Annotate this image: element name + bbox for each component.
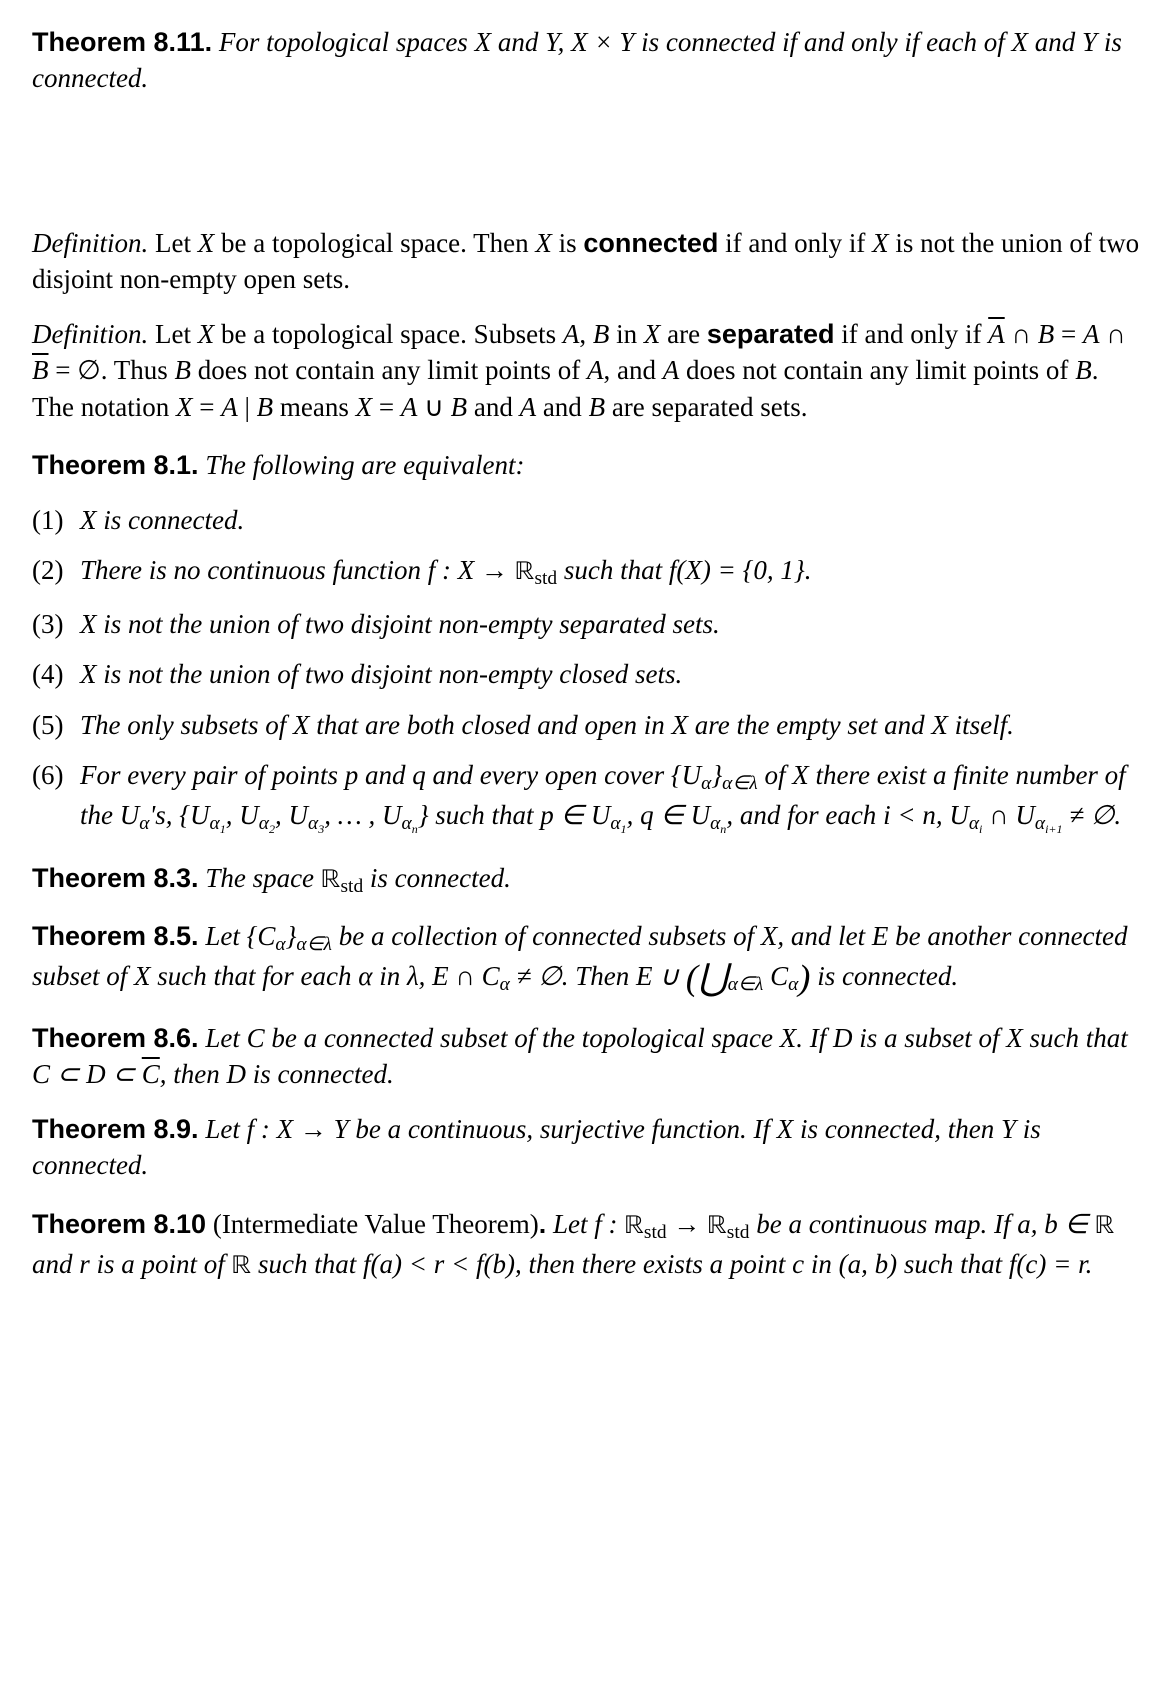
theorem-label: Theorem 8.6. (32, 1023, 199, 1053)
definition-body: Let X be a topological space. Then X is … (32, 228, 1139, 294)
theorem-label: Theorem 8.9. (32, 1114, 199, 1144)
list-item: (5)The only subsets of X that are both c… (32, 707, 1144, 743)
list-item-body: The only subsets of X that are both clos… (80, 707, 1144, 743)
list-item-number: (2) (32, 552, 80, 592)
list-item-body: X is connected. (80, 502, 1144, 538)
list-item: (4)X is not the union of two disjoint no… (32, 656, 1144, 692)
list-item-body: X is not the union of two disjoint non-e… (80, 656, 1144, 692)
theorem-label: Theorem 8.11. (32, 27, 212, 57)
theorem-8-1: Theorem 8.1. The following are equivalen… (32, 447, 1144, 483)
list-item-body: There is no continuous function f : X → … (80, 552, 1144, 592)
list-item-number: (5) (32, 707, 80, 743)
theorem-label: Theorem 8.3. (32, 863, 199, 893)
list-item-body: X is not the union of two disjoint non-e… (80, 606, 1144, 642)
theorem-dot: . (539, 1209, 547, 1239)
theorem-label: Theorem 8.10 (32, 1209, 206, 1239)
theorem-8-1-list: (1)X is connected.(2)There is no continu… (32, 502, 1144, 838)
definition-body: Let X be a topological space. Subsets A,… (32, 319, 1126, 422)
list-item: (1)X is connected. (32, 502, 1144, 538)
definition-label: Definition. (32, 319, 148, 349)
theorem-lead: The following are equivalent: (205, 450, 524, 480)
definition-separated: Definition. Let X be a topological space… (32, 316, 1144, 425)
list-item: (2)There is no continuous function f : X… (32, 552, 1144, 592)
definition-connected: Definition. Let X be a topological space… (32, 225, 1144, 298)
list-item: (6)For every pair of points p and q and … (32, 757, 1144, 837)
theorem-8-6: Theorem 8.6. Let C be a connected subset… (32, 1020, 1144, 1093)
theorem-8-10: Theorem 8.10 (Intermediate Value Theorem… (32, 1206, 1144, 1286)
list-item-number: (1) (32, 502, 80, 538)
section-gap (32, 115, 1144, 225)
theorem-8-5: Theorem 8.5. Let {Cα}α∈λ be a collection… (32, 918, 1144, 998)
theorem-body: The space ℝstd is connected. (205, 863, 511, 893)
list-item-body: For every pair of points p and q and eve… (80, 757, 1144, 837)
theorem-label: Theorem 8.5. (32, 921, 199, 951)
theorem-8-11: Theorem 8.11. For topological spaces X a… (32, 24, 1144, 97)
definition-label: Definition. (32, 228, 148, 258)
theorem-subtitle: (Intermediate Value Theorem) (206, 1209, 539, 1239)
theorem-label: Theorem 8.1. (32, 450, 199, 480)
theorem-8-3: Theorem 8.3. The space ℝstd is connected… (32, 860, 1144, 900)
list-item-number: (4) (32, 656, 80, 692)
list-item-number: (3) (32, 606, 80, 642)
theorem-8-9: Theorem 8.9. Let f : X → Y be a continuo… (32, 1111, 1144, 1184)
list-item: (3)X is not the union of two disjoint no… (32, 606, 1144, 642)
list-item-number: (6) (32, 757, 80, 837)
